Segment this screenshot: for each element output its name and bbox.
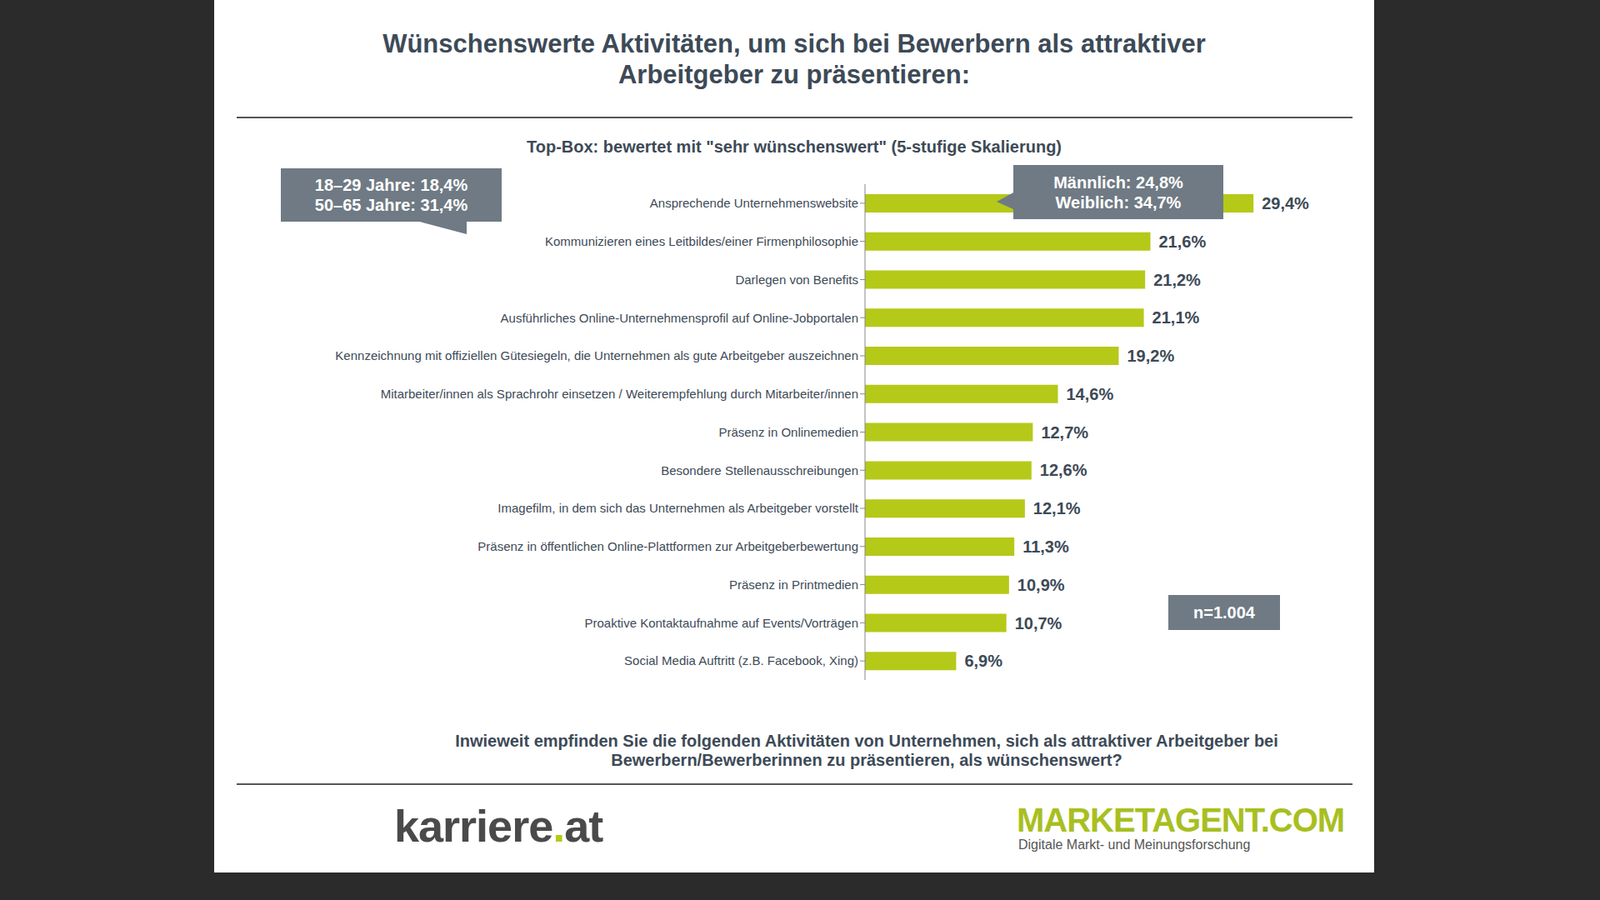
svg-text:Proaktive Kontaktaufnahme auf: Proaktive Kontaktaufnahme auf Events/Vor… <box>584 615 859 630</box>
svg-text:11,3%: 11,3% <box>1022 537 1070 556</box>
svg-text:Besondere Stellenausschreibung: Besondere Stellenausschreibungen <box>660 463 859 478</box>
svg-text:Darlegen von Benefits: Darlegen von Benefits <box>735 272 859 287</box>
html-text:Digitale Markt- und Meinungsfo: Digitale Markt- und Meinungsforschung <box>1018 837 1251 852</box>
svg-text:Ansprechende Unternehmenswebsi: Ansprechende Unternehmenswebsite <box>650 195 859 210</box>
html-text:karriere. at: karriere. at <box>394 800 603 851</box>
html-text:n=1.004: n=1.004 <box>1193 603 1255 622</box>
html-text:Wünschenswerte Aktivitäten, um: Wünschenswerte Aktivitäten, um sich bei … <box>382 29 1206 90</box>
html-text:18–29 Jahre: 18,4%: 18–29 Jahre: 18,4% <box>314 175 468 195</box>
svg-text:10,7%: 10,7% <box>1015 614 1063 633</box>
html-text:50–65 Jahre: 31,4%: 50–65 Jahre: 31,4% <box>314 195 468 215</box>
svg-text:Mitarbeiter/innen als Sprachro: Mitarbeiter/innen als Sprachrohr einsetz… <box>380 386 859 401</box>
svg-text:6,9%: 6,9% <box>964 651 1003 670</box>
svg-text:21,6%: 21,6% <box>1159 232 1207 251</box>
html-text:MARKETAGENT.COM: MARKETAGENT.COM <box>1016 801 1345 839</box>
svg-text:Social Media Auftritt (z.B. Fa: Social Media Auftritt (z.B. Facebook, Xi… <box>624 653 859 668</box>
html-text:Top-Box: bewertet mit "sehr wü: Top-Box: bewertet mit "sehr wünschenswer… <box>526 137 1062 156</box>
svg-text:Kommunizieren eines Leitbildes: Kommunizieren eines Leitbildes/einer Fir… <box>545 234 859 249</box>
svg-text:29,4%: 29,4% <box>1261 194 1310 213</box>
html-text:Männlich: 24,8%: Männlich: 24,8% <box>1053 172 1184 192</box>
svg-text:Imagefilm, in dem sich das Unt: Imagefilm, in dem sich das Unternehmen a… <box>497 500 860 515</box>
svg-text:Präsenz in öffentlichen Online: Präsenz in öffentlichen Online-Plattform… <box>477 539 859 554</box>
svg-text:Ausführliches Online-Unternehm: Ausführliches Online-Unternehmensprofil … <box>500 310 859 325</box>
svg-text:21,1%: 21,1% <box>1152 308 1200 327</box>
svg-text:Kennzeichnung mit offiziellen: Kennzeichnung mit offiziellen Gütesiegel… <box>335 348 859 363</box>
svg-text:12,1%: 12,1% <box>1033 499 1081 518</box>
svg-text:21,2%: 21,2% <box>1153 270 1201 290</box>
svg-text:Präsenz in Onlinemedien: Präsenz in Onlinemedien <box>718 425 859 440</box>
svg-text:10,9%: 10,9% <box>1017 575 1065 595</box>
svg-text:12,7%: 12,7% <box>1040 423 1089 442</box>
svg-text:14,6%: 14,6% <box>1066 385 1115 404</box>
svg-text:Präsenz in Printmedien: Präsenz in Printmedien <box>729 577 859 592</box>
html-text:Weiblich: 34,7%: Weiblich: 34,7% <box>1055 192 1182 212</box>
svg-text:19,2%: 19,2% <box>1126 346 1175 365</box>
svg-text:12,6%: 12,6% <box>1040 460 1088 480</box>
html-text:Inwieweit empfinden Sie die fo: Inwieweit empfinden Sie die folgenden Ak… <box>455 731 1279 770</box>
